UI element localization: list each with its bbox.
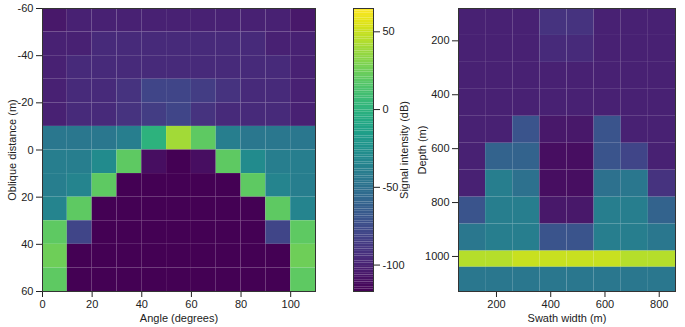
svg-text:80: 80 <box>235 298 247 310</box>
svg-text:-50: -50 <box>383 181 399 193</box>
svg-text:60: 60 <box>21 285 33 297</box>
svg-text:20: 20 <box>86 298 98 310</box>
svg-text:0: 0 <box>27 144 33 156</box>
svg-text:1000: 1000 <box>425 250 449 262</box>
svg-text:Depth (m): Depth (m) <box>416 126 428 175</box>
svg-text:0: 0 <box>39 298 45 310</box>
svg-text:600: 600 <box>431 142 449 154</box>
svg-text:-60: -60 <box>18 2 34 14</box>
svg-text:Angle (degrees): Angle (degrees) <box>140 312 218 324</box>
svg-text:-100: -100 <box>383 259 405 271</box>
svg-text:20: 20 <box>21 191 33 203</box>
svg-text:50: 50 <box>383 25 395 37</box>
svg-text:-40: -40 <box>18 49 34 61</box>
svg-text:800: 800 <box>431 196 449 208</box>
svg-text:200: 200 <box>487 298 505 310</box>
svg-text:60: 60 <box>185 298 197 310</box>
svg-text:400: 400 <box>431 88 449 100</box>
svg-text:Swath width (m): Swath width (m) <box>528 312 607 324</box>
svg-text:100: 100 <box>282 298 300 310</box>
svg-text:Signal intensity (dB): Signal intensity (dB) <box>398 101 410 199</box>
svg-text:40: 40 <box>136 298 148 310</box>
svg-text:600: 600 <box>596 298 614 310</box>
svg-text:400: 400 <box>542 298 560 310</box>
svg-text:40: 40 <box>21 238 33 250</box>
svg-text:200: 200 <box>431 34 449 46</box>
svg-text:800: 800 <box>650 298 668 310</box>
svg-text:Oblique distance (m): Oblique distance (m) <box>6 99 18 201</box>
svg-text:0: 0 <box>383 103 389 115</box>
svg-text:-20: -20 <box>18 96 34 108</box>
